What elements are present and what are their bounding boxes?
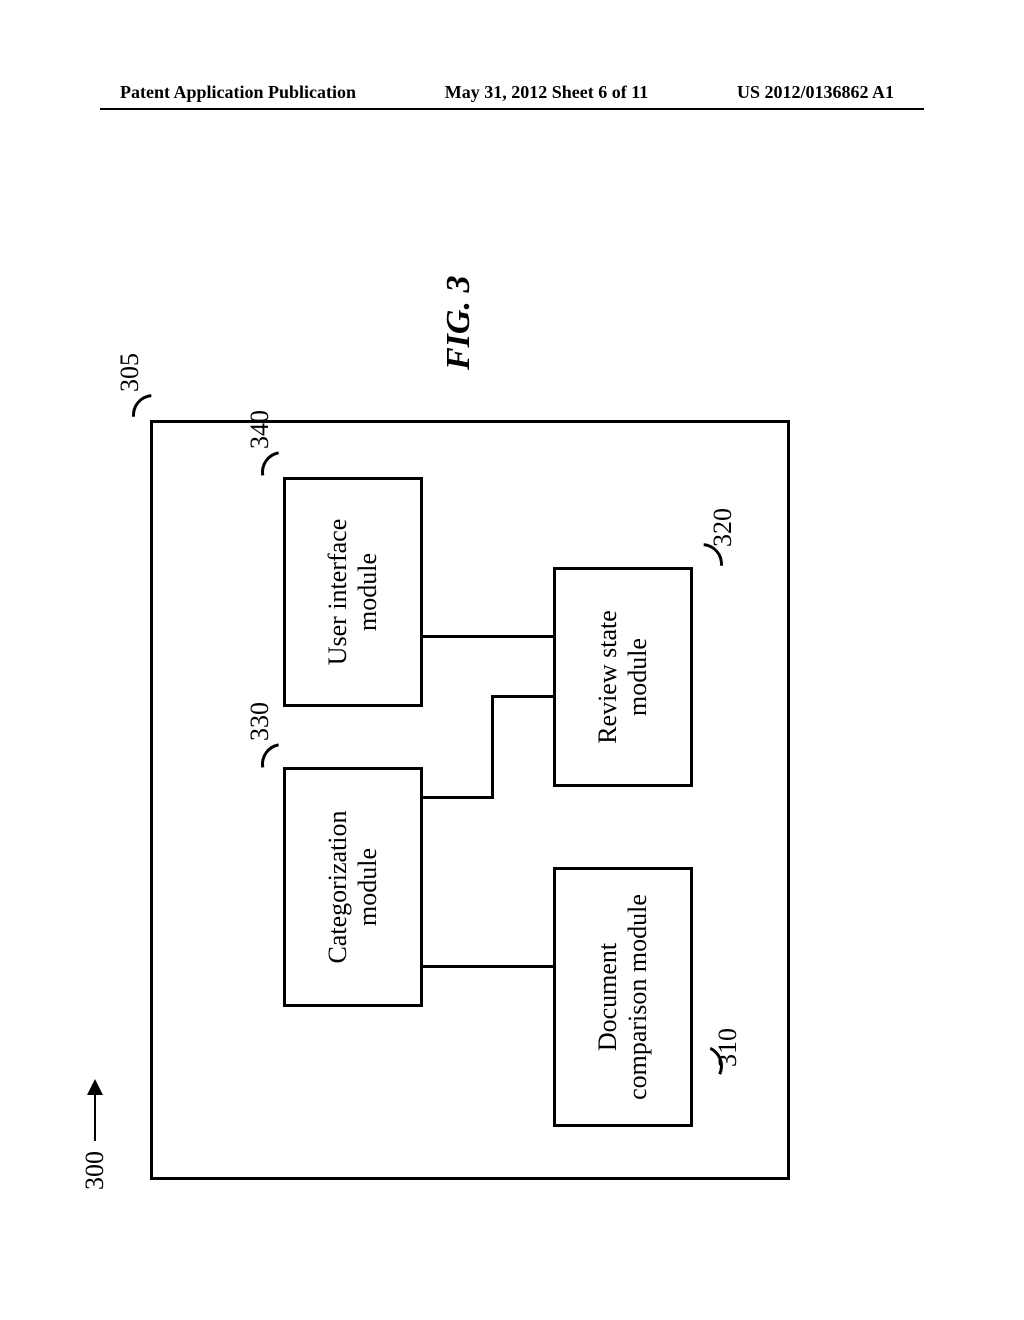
outer-box-305: Categorization module 330 User interface… <box>150 420 790 1180</box>
ref-330: 330 <box>245 702 275 741</box>
module-categorization: Categorization module <box>283 767 423 1007</box>
ref-310: 310 <box>713 1028 743 1067</box>
connector-categ-review-v2 <box>491 695 553 698</box>
ref-320: 320 <box>708 508 738 547</box>
module-review-state: Review state module <box>553 567 693 787</box>
module-document-comparison-label: Document comparison module <box>593 894 653 1100</box>
connector-categ-review-h <box>491 695 494 799</box>
figure-caption: FIG. 3 <box>440 276 478 370</box>
module-user-interface-label: User interface module <box>323 519 383 666</box>
ref-340: 340 <box>245 410 275 449</box>
page-header: Patent Application Publication May 31, 2… <box>0 82 1024 103</box>
header-left: Patent Application Publication <box>120 82 356 103</box>
arrow-icon <box>94 1081 96 1141</box>
connector-ui-review <box>423 635 553 638</box>
module-categorization-label: Categorization module <box>323 810 383 963</box>
module-review-state-label: Review state module <box>593 610 653 744</box>
module-document-comparison: Document comparison module <box>553 867 693 1127</box>
module-user-interface: User interface module <box>283 477 423 707</box>
ref-305: 305 <box>115 353 145 392</box>
figure-3-diagram: 300 305 Categorization module 330 User i… <box>60 180 960 1230</box>
header-right: US 2012/0136862 A1 <box>737 82 894 103</box>
connector-categ-doccomp <box>423 965 553 968</box>
header-center: May 31, 2012 Sheet 6 of 11 <box>445 82 648 103</box>
header-rule <box>100 108 924 110</box>
figure-rotated-container: 300 305 Categorization module 330 User i… <box>60 180 960 1230</box>
connector-categ-review-v1 <box>423 796 493 799</box>
ref-300: 300 <box>80 1081 110 1190</box>
page: Patent Application Publication May 31, 2… <box>0 0 1024 1320</box>
ref-300-text: 300 <box>80 1151 110 1190</box>
